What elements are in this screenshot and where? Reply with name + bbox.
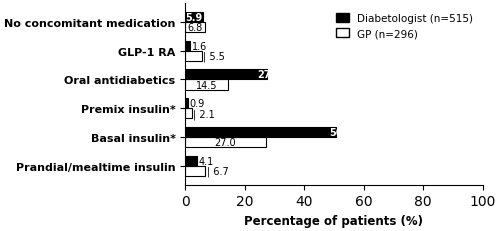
Text: 0.9: 0.9 — [190, 99, 204, 109]
Text: | 2.1: | 2.1 — [193, 109, 214, 119]
Bar — [186, 99, 188, 109]
Bar — [186, 41, 190, 52]
Text: 1.6: 1.6 — [192, 41, 207, 52]
X-axis label: Percentage of patients (%): Percentage of patients (%) — [244, 214, 424, 227]
Bar — [186, 23, 206, 33]
Bar — [186, 166, 205, 176]
Text: 14.5: 14.5 — [196, 80, 218, 90]
Bar — [186, 109, 192, 119]
Text: 27.6: 27.6 — [258, 70, 281, 80]
Legend: Diabetologist (n=515), GP (n=296): Diabetologist (n=515), GP (n=296) — [332, 9, 478, 43]
Text: 50.7: 50.7 — [329, 128, 353, 137]
Bar — [186, 52, 202, 61]
Text: 4.1: 4.1 — [199, 156, 214, 166]
Text: 6.8: 6.8 — [188, 23, 203, 33]
Bar — [186, 13, 203, 23]
Text: 5.9: 5.9 — [186, 13, 202, 23]
Bar — [186, 70, 268, 80]
Text: | 5.5: | 5.5 — [203, 51, 225, 62]
Bar — [186, 80, 228, 90]
Text: 27.0: 27.0 — [214, 137, 236, 147]
Bar — [186, 128, 336, 137]
Text: | 6.7: | 6.7 — [206, 166, 229, 176]
Bar — [186, 156, 198, 166]
Bar — [186, 137, 266, 147]
